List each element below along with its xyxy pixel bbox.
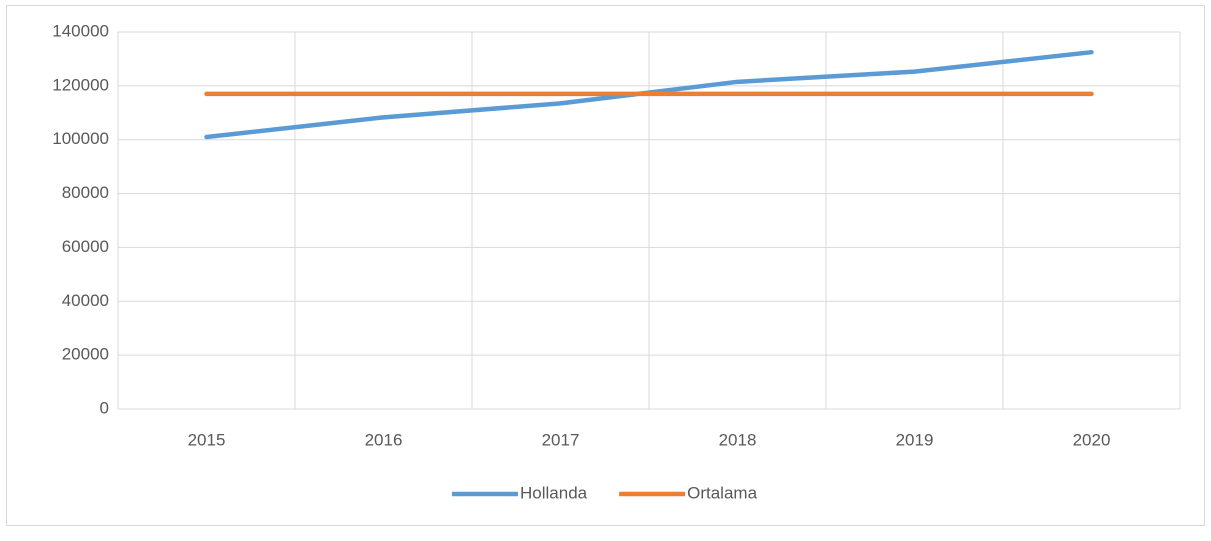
x-tick-label: 2016 [365,430,403,449]
x-tick-label: 2017 [542,430,580,449]
y-tick-label: 120000 [52,75,109,94]
y-tick-label: 80000 [62,183,109,202]
x-tick-label: 2015 [188,430,226,449]
x-tick-label: 2020 [1073,430,1111,449]
y-tick-label: 20000 [62,345,109,364]
legend-label: Hollanda [520,483,588,502]
y-tick-label: 0 [100,398,109,417]
x-tick-label: 2019 [896,430,934,449]
legend-label: Ortalama [687,483,757,502]
y-tick-label: 100000 [52,129,109,148]
y-tick-label: 60000 [62,237,109,256]
y-tick-label: 140000 [52,21,109,40]
y-tick-label: 40000 [62,291,109,310]
chart-border [6,5,1205,526]
x-tick-label: 2018 [719,430,757,449]
